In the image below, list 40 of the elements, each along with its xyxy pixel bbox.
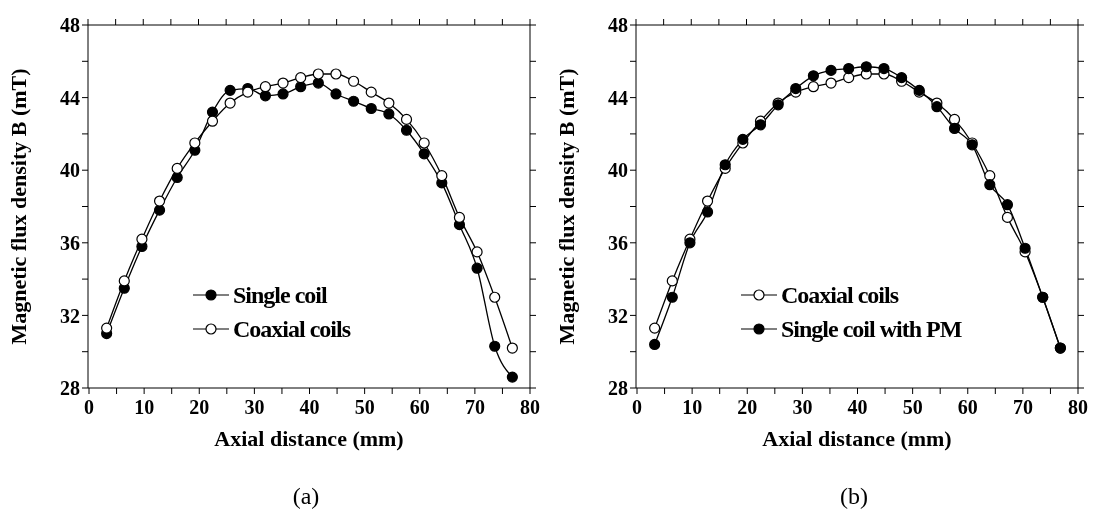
x-tick-label: 20 [189,396,210,418]
x-tick-label: 80 [1068,396,1088,418]
y-tick-label: 48 [60,14,80,37]
x-tick-label: 30 [244,396,265,418]
legend-label: Coaxial coils [781,281,898,309]
x-tick-label: 60 [409,396,430,418]
y-tick-label: 36 [608,231,628,254]
x-tick-label: 80 [520,396,540,418]
x-tick-label: 50 [354,396,375,418]
x-tick-label: 30 [792,396,813,418]
legend-label: Single coil with PM [781,315,962,343]
x-tick-label: 0 [84,396,94,418]
text: (b) [839,483,869,510]
y-tick-label: 36 [60,231,80,254]
x-tick-label: 20 [737,396,758,418]
y-tick-label: 40 [608,159,628,182]
x-axis-title: Axial distance (mm) [762,426,952,451]
y-tick-label: 48 [608,14,628,37]
x-tick-label: 40 [299,396,320,418]
y-tick-label: 44 [608,86,628,109]
y-axis-title: Magnetic flux density B (mT) [553,68,579,345]
legend-label: Coaxial coils [233,315,350,343]
legend-label: Single coil [233,281,327,309]
text: (a) [291,483,321,510]
y-tick-label: 28 [60,377,80,400]
x-axis-title: Axial distance (mm) [214,426,404,451]
y-tick-label: 44 [60,86,80,109]
x-tick-label: 50 [902,396,923,418]
y-axis-title: Magnetic flux density B (mT) [5,68,31,345]
y-tick-label: 28 [608,377,628,400]
x-tick-label: 60 [957,396,978,418]
x-tick-label: 10 [682,396,703,418]
x-tick-label: 40 [847,396,868,418]
y-tick-label: 32 [608,304,628,327]
x-tick-label: 10 [134,396,155,418]
y-tick-label: 32 [60,304,80,327]
x-tick-label: 70 [464,396,485,418]
x-tick-label: 70 [1012,396,1033,418]
y-tick-label: 40 [60,159,80,182]
x-tick-label: 0 [632,396,642,418]
